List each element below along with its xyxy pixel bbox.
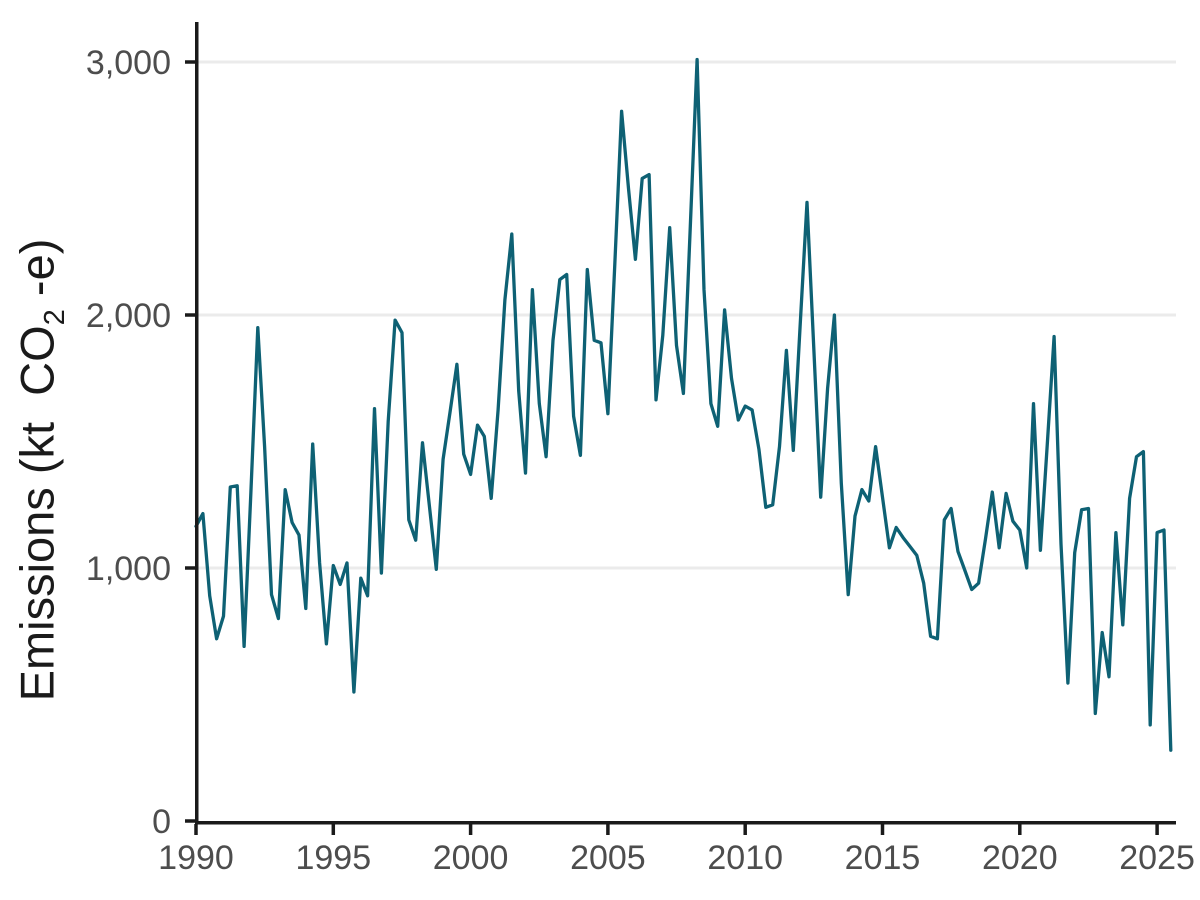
y-axis-title-unit: -e)	[10, 238, 64, 310]
x-tick-label: 1995	[295, 839, 371, 877]
y-axis-title: Emissions (kt CO2 -e)	[10, 238, 72, 702]
y-tick-label: 1,000	[86, 550, 171, 588]
x-tick-label: 2015	[845, 839, 921, 877]
x-tick-label: 2020	[982, 839, 1058, 877]
line-series	[194, 57, 1173, 752]
tick-labels: 0 1,000 2,000 3,000 1990 1995 2000 2005 2010 2015…	[86, 44, 1195, 877]
x-tick-label: 2005	[570, 839, 646, 877]
y-axis-title-subscript: 2	[39, 309, 72, 326]
y-axis-title-text: Emissions (kt CO	[10, 325, 64, 702]
y-tick-label: 3,000	[86, 44, 171, 82]
tick-marks	[185, 60, 1159, 835]
x-tick-label: 1990	[158, 839, 234, 877]
y-tick-label: 0	[152, 803, 171, 841]
x-tick-label: 2025	[1119, 839, 1195, 877]
emissions-line	[194, 57, 1173, 752]
axes	[195, 22, 1176, 825]
x-tick-label: 2000	[433, 839, 509, 877]
y-tick-label: 2,000	[86, 297, 171, 335]
x-tick-label: 2010	[707, 839, 783, 877]
